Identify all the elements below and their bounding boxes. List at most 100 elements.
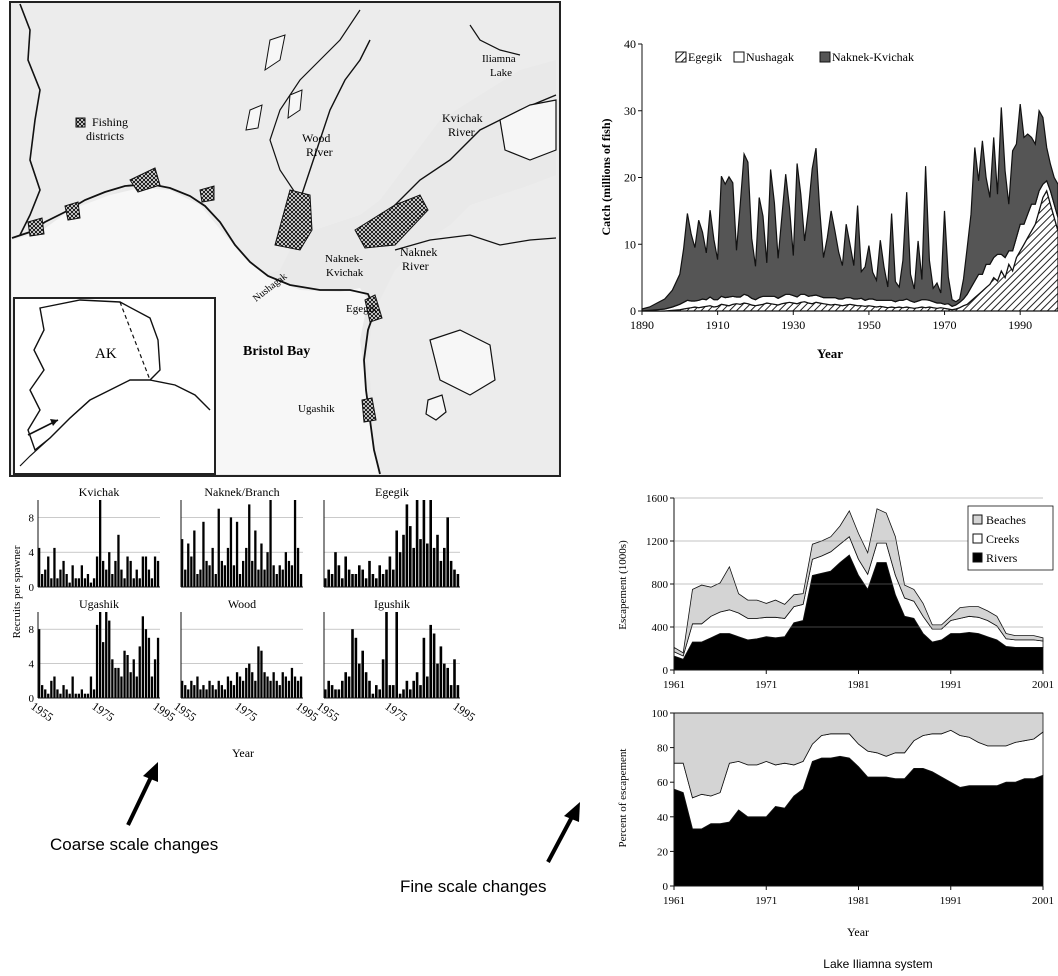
recruit-bar	[138, 578, 141, 587]
recruit-bar	[41, 574, 44, 587]
recruit-bar	[56, 689, 59, 698]
recruit-bar	[153, 659, 157, 698]
recruit-bar	[53, 547, 56, 587]
recruit-bar	[341, 578, 344, 587]
recruit-bar	[238, 574, 242, 587]
recruit-bar	[375, 685, 378, 698]
recruit-bar	[429, 500, 432, 587]
recruit-bar	[432, 547, 436, 587]
recruit-bar	[436, 663, 439, 698]
recruit-bar	[251, 560, 254, 587]
recruit-bar	[235, 521, 239, 588]
y-tick-label: 0	[663, 665, 669, 677]
coarse-arrow-shaft	[126, 774, 154, 826]
y-tick-label: 100	[652, 708, 669, 720]
recruit-bar	[150, 676, 154, 698]
district-egegik	[364, 294, 383, 323]
map-lake-ugashik	[425, 394, 447, 421]
recruit-bar	[68, 582, 71, 587]
x-tick-label: 1971	[755, 679, 777, 691]
x-tick-label: 1970	[933, 318, 957, 332]
recruit-bar	[293, 676, 297, 698]
recruit-panel-group: Kvichak 0 4 8 Naknek/Branch Egegik Ugashik 0 4 8 1…	[28, 485, 478, 724]
district-west-1	[129, 167, 161, 193]
recruit-bar	[351, 574, 354, 587]
y-tick-label: 1200	[646, 536, 669, 548]
recruit-bar	[153, 556, 157, 587]
recruit-bar	[402, 534, 405, 587]
recruit-bar	[405, 504, 409, 587]
recruit-bar	[278, 685, 281, 698]
recruit-bar	[358, 663, 361, 698]
recruit-bar	[324, 578, 327, 587]
recruit-bar	[260, 650, 263, 698]
recruit-bar	[99, 500, 102, 587]
recruit-bar	[456, 574, 460, 587]
x-tick-label: 1971	[755, 895, 777, 907]
y-tick-label: 60	[657, 777, 669, 789]
recruit-bar	[129, 672, 132, 698]
recruit-panel-naknek-branch: Naknek/Branch	[180, 485, 303, 588]
lake-iliamna-system-label: Lake Iliamna system	[823, 957, 932, 971]
legend-label-beaches: Beaches	[986, 513, 1026, 527]
map-coastline	[11, 183, 381, 475]
x-tick-label: 1991	[940, 895, 962, 907]
recruit-bar	[190, 680, 193, 698]
recruit-bar	[56, 578, 59, 587]
legend-swatch-rivers	[972, 552, 983, 563]
recruit-bar	[341, 680, 344, 698]
recruit-bar	[269, 680, 272, 698]
fine-annotation: Fine scale changes	[400, 802, 580, 896]
recruit-bar	[327, 680, 330, 698]
legend-swatch-egegik	[675, 51, 687, 63]
recruit-bar	[223, 565, 226, 588]
recruit-bar	[235, 672, 239, 698]
recruit-bar	[135, 569, 138, 587]
recruit-bar	[65, 574, 68, 587]
recruit-bar	[144, 556, 148, 587]
legend-swatch-creeks	[972, 533, 983, 544]
recruit-bar	[147, 569, 151, 587]
district-west-4	[64, 201, 81, 221]
recruit-bar	[263, 569, 266, 587]
recruit-bar	[299, 676, 303, 698]
legend-label-nushagak: Nushagak	[746, 50, 794, 64]
map-river-east	[469, 24, 521, 56]
recruit-x-tick-label: 1975	[232, 699, 260, 724]
recruit-bar	[395, 612, 398, 698]
recruit-bar	[409, 689, 412, 698]
recruit-bar	[141, 616, 144, 698]
label-egegik: Egegik	[346, 303, 378, 315]
series-beaches-area	[673, 508, 1044, 657]
recruit-y-tick-label: 8	[29, 512, 35, 524]
recruit-x-tick-label: 1955	[171, 699, 199, 724]
recruit-bar	[242, 680, 245, 698]
recruit-bar	[108, 620, 111, 698]
recruit-bar	[232, 685, 236, 698]
map-lake-south	[429, 329, 496, 396]
recruit-bar	[242, 560, 245, 587]
recruit-bar	[214, 574, 217, 587]
recruit-panel-kvichak: Kvichak 0 4 8	[29, 485, 160, 594]
recruit-bar	[415, 672, 419, 698]
percent-chart: 0 20 40 60 80 100 1961 1971 1981 1991 2001 Percent…	[617, 708, 1054, 939]
percent-xlabel: Year	[847, 925, 869, 939]
recruit-panel-title: Egegik	[375, 485, 409, 499]
recruit-bar	[405, 680, 409, 698]
recruit-y-tick-label: 8	[29, 624, 35, 636]
alaska-inset: AK	[13, 297, 216, 475]
recruit-bar	[193, 685, 196, 698]
recruit-bar	[426, 676, 429, 698]
recruit-bar	[193, 530, 196, 587]
recruit-bar	[135, 676, 138, 698]
recruit-bar	[409, 526, 412, 587]
recruit-bar	[251, 672, 254, 698]
x-tick-label: 1981	[848, 679, 870, 691]
recruit-bar	[257, 569, 260, 587]
alaska-panhandle	[149, 379, 211, 411]
recruit-bar	[432, 633, 436, 698]
x-tick-label: 2001	[1032, 679, 1054, 691]
x-tick-label: 1981	[848, 895, 870, 907]
recruit-bar	[361, 569, 364, 587]
recruit-bar	[281, 672, 284, 698]
